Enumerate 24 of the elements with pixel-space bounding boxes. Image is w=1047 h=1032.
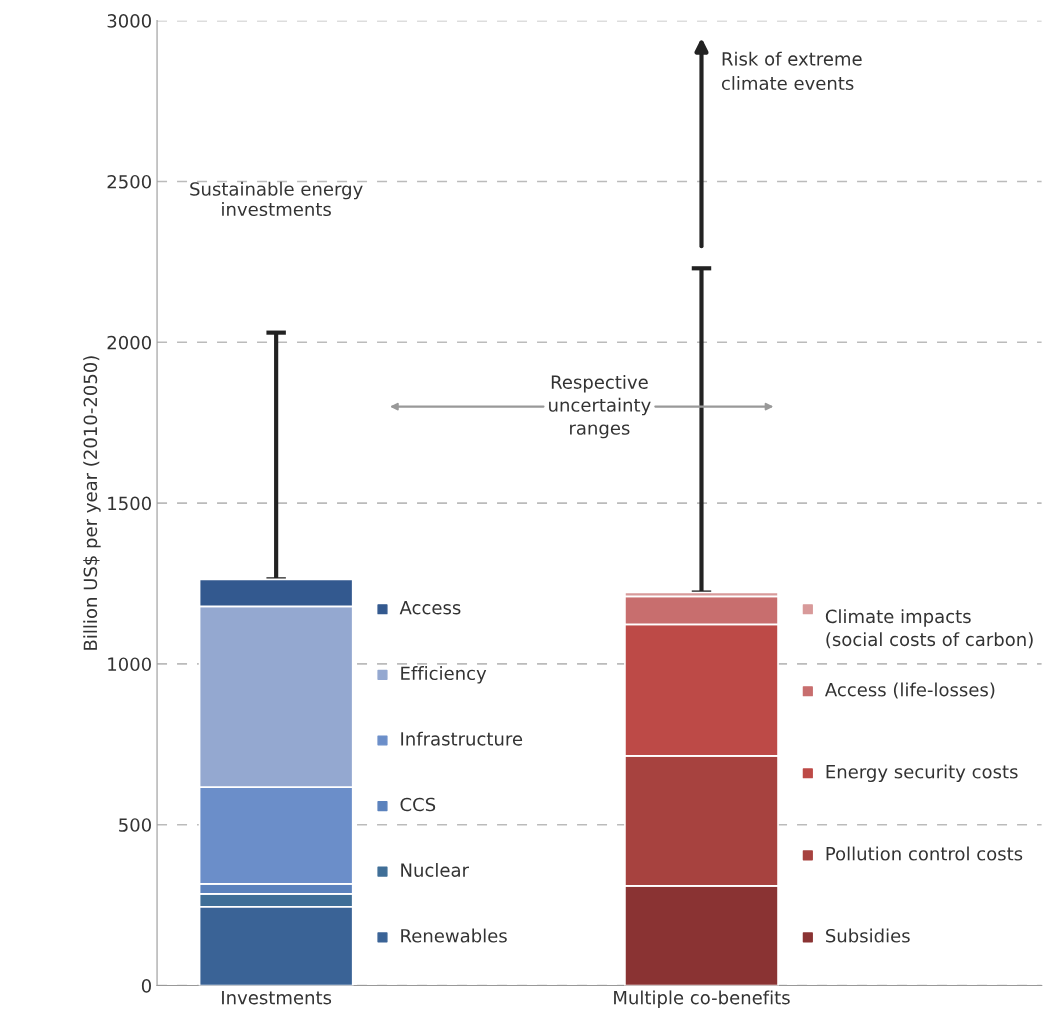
legend-label: Climate impacts (social costs of carbon) <box>825 609 1033 649</box>
legend-label: Energy security costs <box>826 764 1018 783</box>
annotation: Respective uncertainty ranges <box>549 374 651 439</box>
legend-label: Subsidies <box>826 928 910 943</box>
y-tick-label: 0 <box>141 979 151 993</box>
y-tick-label: 500 <box>119 818 151 832</box>
legend-label: Access <box>399 601 461 615</box>
legend-label: Nuclear <box>401 862 469 877</box>
y-tick-label: 2500 <box>107 174 151 189</box>
y-tick-label: 1500 <box>108 496 151 511</box>
x-tick-label: Investments <box>222 990 332 1005</box>
legend-label: Efficiency <box>401 666 487 684</box>
y-axis-title: Billion US$ per year (2010-2050) <box>83 356 101 650</box>
legend-label: Renewables <box>401 928 507 943</box>
annotation: Sustainable energy investments <box>190 181 363 217</box>
legend-label: Infrastructure <box>401 731 523 746</box>
x-tick-label: Multiple co-benefits <box>614 990 790 1008</box>
legend-label: Pollution control costs <box>826 846 1023 861</box>
y-tick-label: 2000 <box>107 335 151 350</box>
legend-label: CCS <box>400 797 436 812</box>
annotation: Risk of extreme climate events <box>721 51 862 91</box>
y-tick-label: 3000 <box>107 14 151 28</box>
legend-label: Access (life-losses) <box>824 682 995 699</box>
y-tick-label: 1000 <box>108 657 151 672</box>
